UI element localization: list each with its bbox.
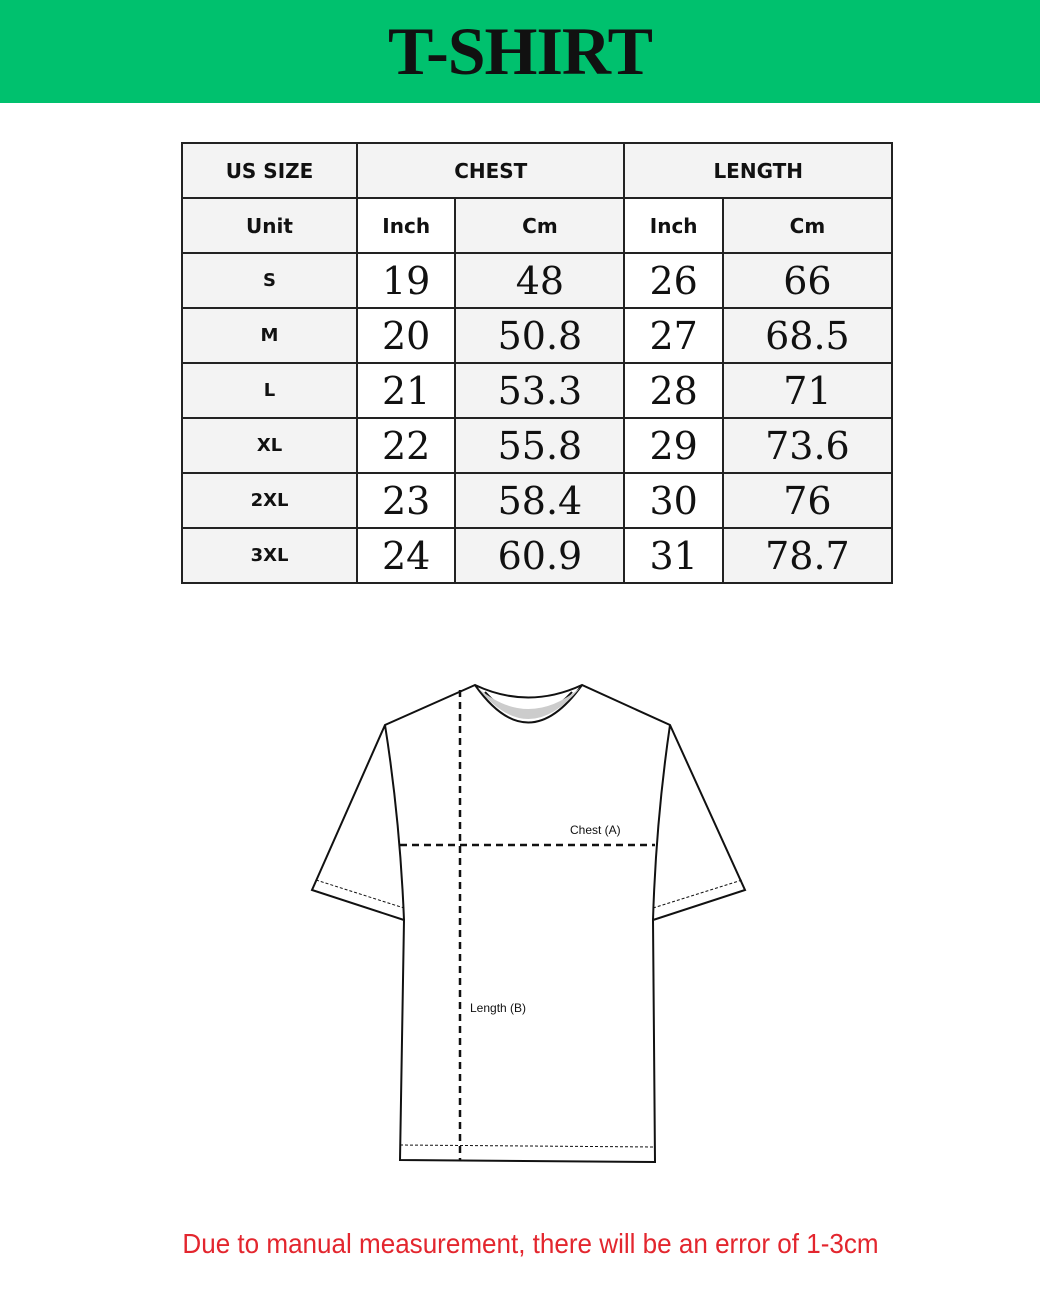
value-cell: 20	[356, 307, 457, 364]
value-cell: 19	[356, 252, 457, 309]
value-cell: 78.7	[721, 527, 894, 584]
header-unit: Unit	[180, 197, 359, 254]
length-label: Length (B)	[470, 1001, 526, 1015]
shirt-outline	[310, 683, 747, 1164]
chest-label: Chest (A)	[570, 823, 621, 837]
value-cell: 58.4	[454, 472, 626, 529]
value-cell: 22	[356, 417, 457, 474]
table-row: M 20 50.8 27 68.5	[180, 307, 894, 364]
header-chest-cm: Cm	[454, 197, 626, 254]
value-cell: 60.9	[454, 527, 626, 584]
table-row: S 19 48 26 66	[180, 252, 894, 309]
size-cell: M	[180, 307, 359, 364]
size-cell: 3XL	[180, 527, 359, 584]
value-cell: 23	[356, 472, 457, 529]
header-chest-inch: Inch	[356, 197, 457, 254]
size-chart-table: US SIZE CHEST LENGTH Unit Inch Cm Inch C…	[180, 142, 894, 584]
value-cell: 55.8	[454, 417, 626, 474]
tshirt-diagram: Chest (A) Length (B)	[310, 683, 747, 1164]
value-cell: 50.8	[454, 307, 626, 364]
page-title: T-SHIRT	[387, 13, 653, 89]
table-row: XL 22 55.8 29 73.6	[180, 417, 894, 474]
value-cell: 30	[623, 472, 724, 529]
header-us-size: US SIZE	[180, 142, 359, 199]
value-cell: 66	[721, 252, 894, 309]
value-cell: 71	[721, 362, 894, 419]
size-cell: 2XL	[180, 472, 359, 529]
value-cell: 28	[623, 362, 724, 419]
table-unit-row: Unit Inch Cm Inch Cm	[180, 197, 894, 254]
value-cell: 31	[623, 527, 724, 584]
header-chest: CHEST	[356, 142, 626, 199]
value-cell: 26	[623, 252, 724, 309]
table-row: 3XL 24 60.9 31 78.7	[180, 527, 894, 584]
title-banner: T-SHIRT	[0, 0, 1040, 103]
table-row: 2XL 23 58.4 30 76	[180, 472, 894, 529]
value-cell: 29	[623, 417, 724, 474]
header-length-cm: Cm	[721, 197, 894, 254]
table-row: L 21 53.3 28 71	[180, 362, 894, 419]
header-length: LENGTH	[623, 142, 893, 199]
value-cell: 27	[623, 307, 724, 364]
value-cell: 21	[356, 362, 457, 419]
value-cell: 76	[721, 472, 894, 529]
table-header-row: US SIZE CHEST LENGTH	[180, 142, 893, 199]
value-cell: 53.3	[454, 362, 626, 419]
value-cell: 48	[454, 252, 626, 309]
size-cell: L	[180, 362, 359, 419]
size-cell: XL	[180, 417, 359, 474]
value-cell: 24	[356, 527, 457, 584]
measurement-note: Due to manual measurement, there will be…	[182, 1228, 879, 1259]
value-cell: 73.6	[721, 417, 894, 474]
size-cell: S	[180, 252, 359, 309]
value-cell: 68.5	[721, 307, 894, 364]
header-length-inch: Inch	[623, 197, 724, 254]
